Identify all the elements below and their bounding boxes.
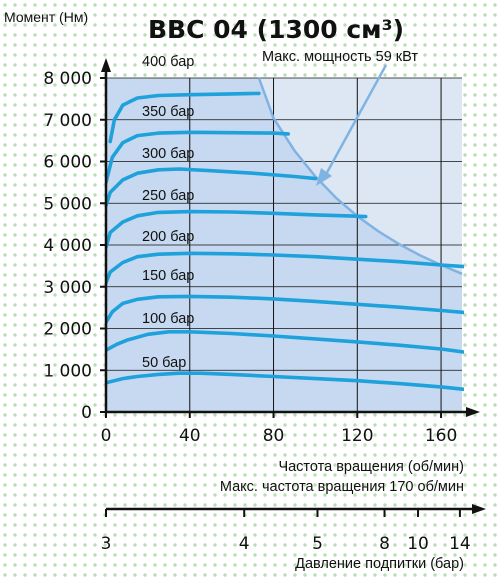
secondary-tick-label: 4: [239, 534, 250, 554]
y-tick-label: 7 000: [43, 111, 92, 131]
x-tick-label: 0: [101, 426, 112, 446]
secondary-tick-label: 5: [312, 534, 323, 554]
y-tick-label: 4 000: [43, 236, 92, 256]
x-tick-label: 40: [179, 426, 201, 446]
secondary-axis-label: Давление подпитки (бар): [295, 556, 464, 572]
x-tick-label: 80: [263, 426, 285, 446]
max-speed-note: Макс. частота вращения 170 об/мин: [220, 479, 464, 495]
y-tick-label: 1 000: [43, 361, 92, 381]
y-axis-label: Момент (Нм): [4, 9, 88, 25]
series-label: 400 бар: [142, 54, 194, 70]
x-tick-label: 120: [341, 426, 373, 446]
axes: 0 1 000 2 000 3 000 4 000 5 000 6 000 7 000 8 00…: [43, 58, 486, 554]
power-annotation: Макс. мощность 59 кВт: [262, 49, 418, 65]
y-tick-label: 0: [81, 403, 92, 423]
secondary-tick-label: 14: [449, 534, 471, 554]
annotation-layer: 400 бар 350 бар 300 бар 250 бар 200 бар 150 б…: [142, 49, 418, 371]
y-tick-label: 5 000: [43, 194, 92, 214]
secondary-tick-label: 3: [101, 534, 112, 554]
secondary-tick-label: 8: [379, 534, 390, 554]
x-tick-label: 160: [425, 426, 457, 446]
series-line: [106, 167, 318, 208]
series-label: 100 бар: [142, 311, 194, 327]
power-arrow-head: [316, 168, 332, 186]
x-axis-arrow: [466, 407, 480, 417]
series-line: [106, 209, 368, 249]
series-line: [106, 330, 464, 354]
power-arrow: [322, 64, 388, 179]
series-line: [106, 251, 464, 285]
series-label: 250 бар: [142, 188, 194, 204]
series-label: 350 бар: [142, 104, 194, 120]
y-tick-label: 6 000: [43, 153, 92, 173]
series-line: [108, 91, 261, 144]
series-line: [106, 130, 290, 185]
secondary-axis-arrow: [472, 504, 486, 514]
y-tick-label: 2 000: [43, 320, 92, 340]
y-tick-label: 3 000: [43, 278, 92, 298]
series-label: 300 бар: [142, 146, 194, 162]
chart-title: BBC 04 (1300 см³): [148, 15, 404, 44]
series-label: 150 бар: [142, 268, 194, 284]
series-label: 200 бар: [142, 229, 194, 245]
series-line: [106, 371, 464, 392]
y-tick-label: 8 000: [43, 69, 92, 89]
series-line: [106, 294, 464, 324]
series-label: 50 бар: [142, 355, 186, 371]
plot-area: [106, 77, 464, 412]
secondary-tick-label: 10: [407, 534, 429, 554]
y-axis-arrow: [101, 58, 111, 72]
power-limit-region: [258, 78, 462, 274]
x-axis-label: Частота вращения (об/мин): [278, 459, 464, 475]
